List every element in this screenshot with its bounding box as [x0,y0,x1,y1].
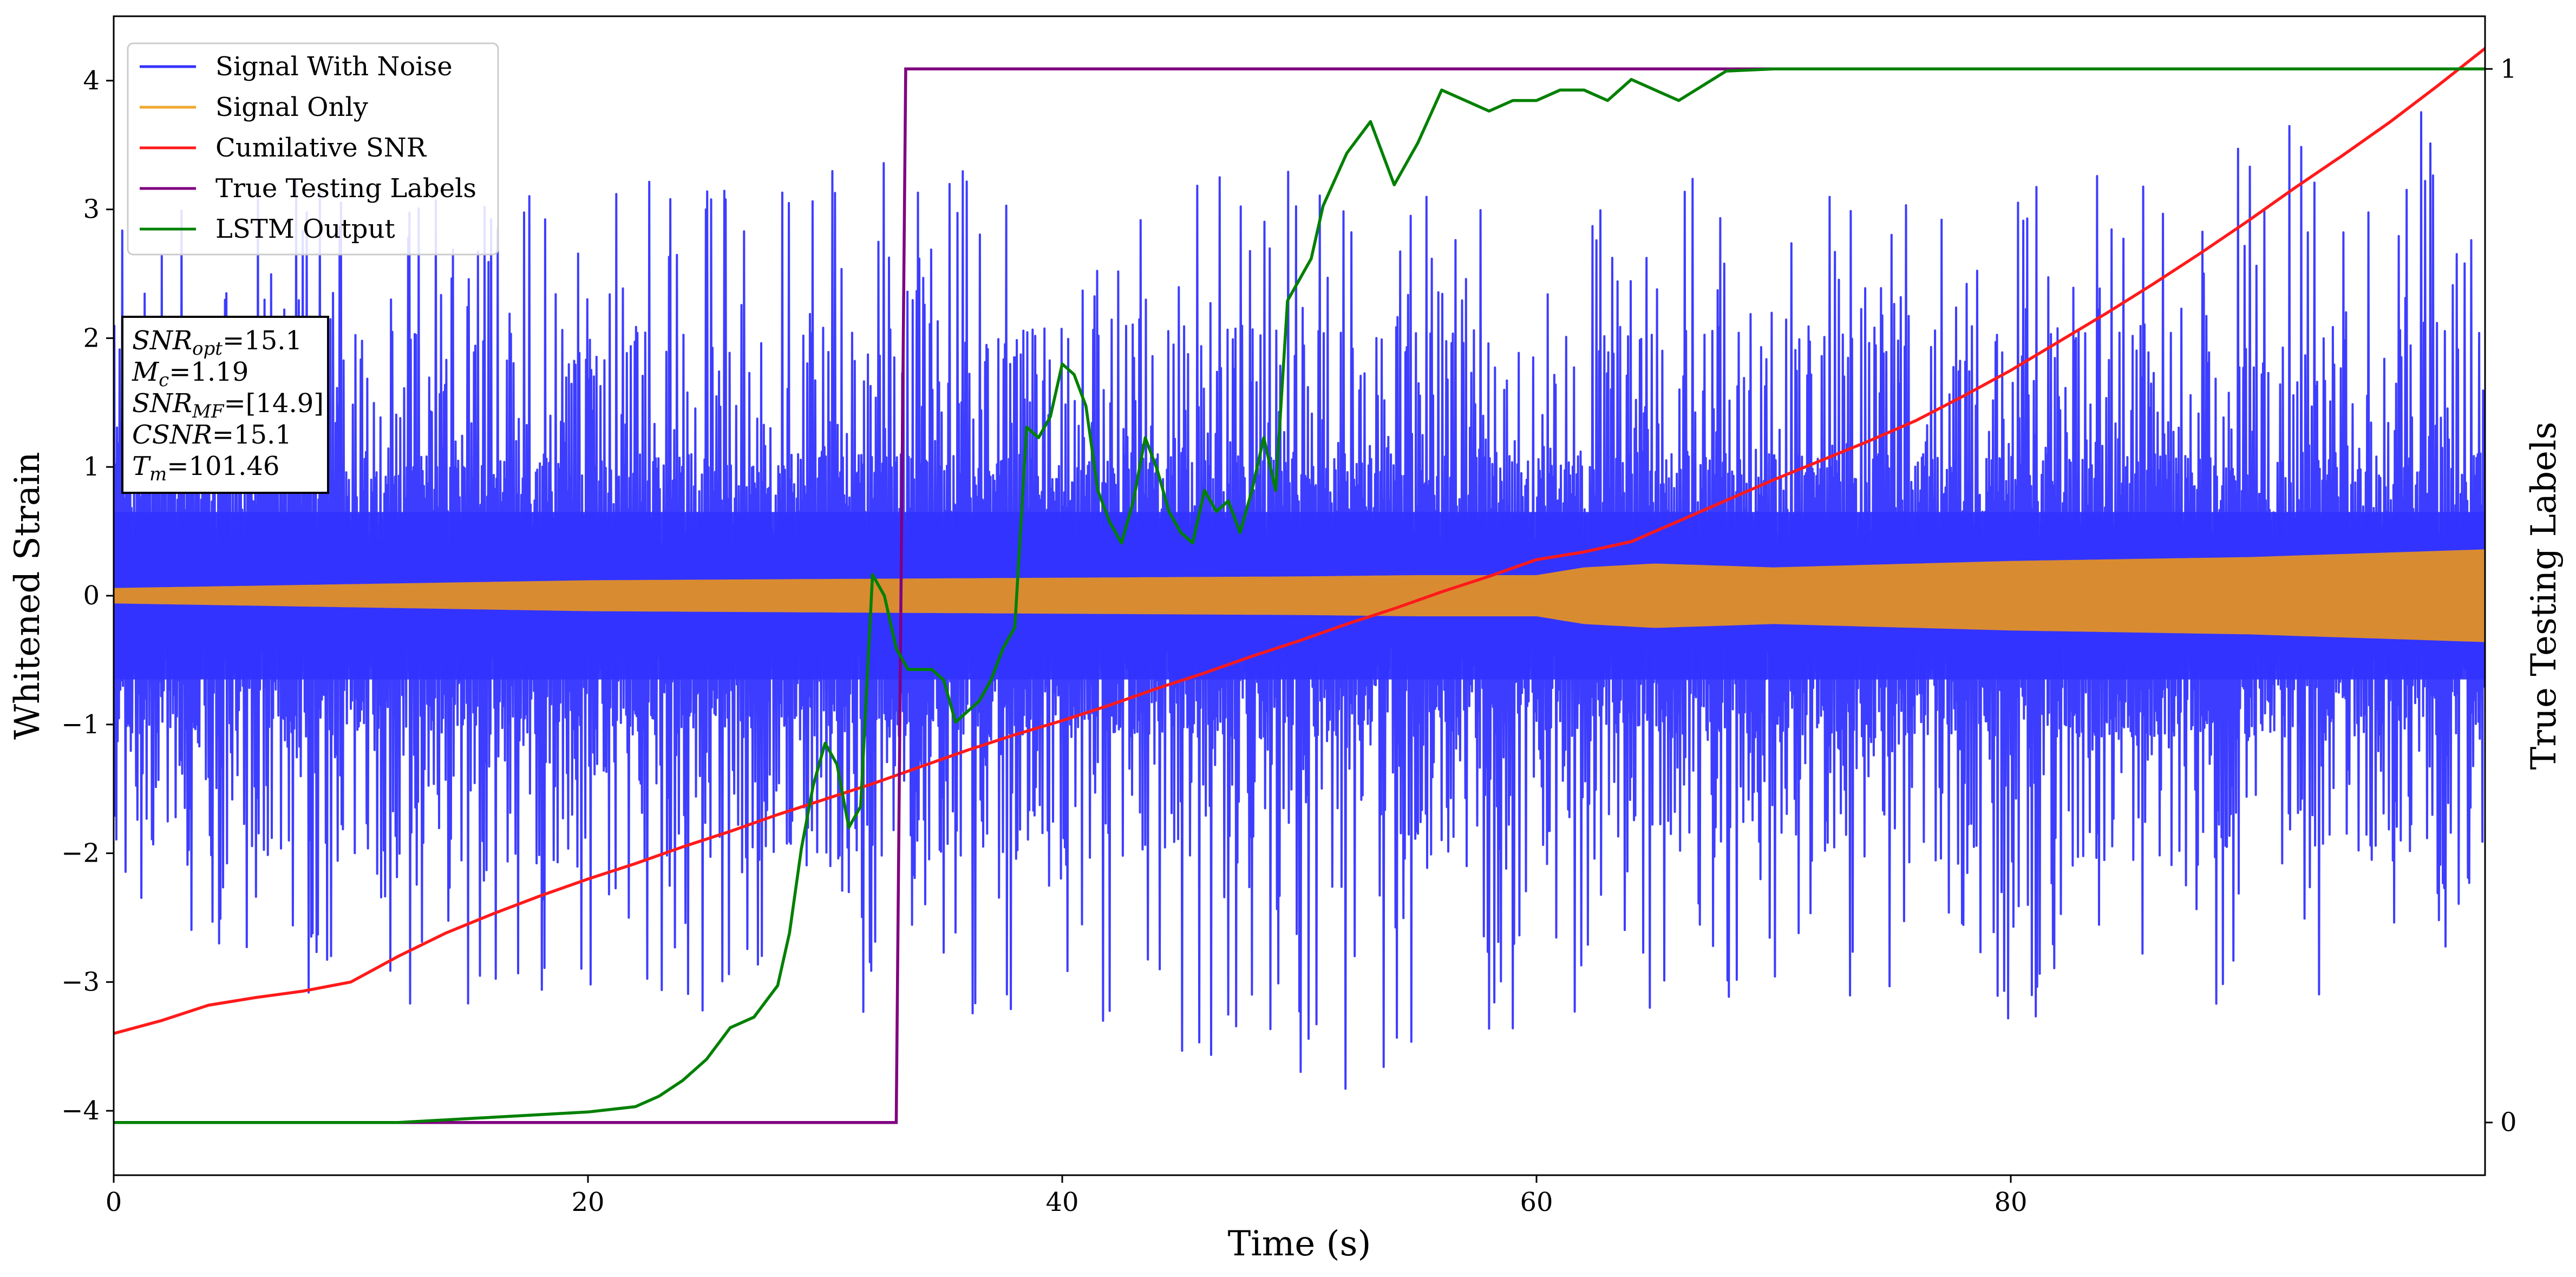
x-tick-label: 20 [571,1187,604,1217]
annotation-line: Mc=1.19 [132,357,249,391]
x-axis-label: Time (s) [1228,1224,1371,1264]
y2-axis-label: True Testing Labels [2524,422,2564,770]
legend-label: Cumilative SNR [215,133,427,163]
signal-only-band [114,549,2485,642]
legend-label: LSTM Output [215,214,395,244]
plot-area [114,47,2485,1124]
legend: Signal With Noise Signal Only Cumilative S… [127,42,499,256]
y-tick-label: 2 [83,323,100,353]
x-tick-label: 60 [1520,1187,1553,1217]
y-tick-label: −1 [61,709,100,740]
y-axis-label: Whitened Strain [8,452,48,739]
annotation-variable: SNR [132,325,192,356]
lstm-output-line [114,67,2485,1124]
x-tick-label: 80 [1994,1187,2027,1217]
y-tick-label: 3 [83,194,100,225]
annotation-value: =101.46 [167,451,279,481]
x-tick-label: 40 [1045,1187,1078,1217]
cumilative-snr-line [114,47,2485,1035]
signal-with-noise-line [114,111,2485,1090]
y-tick-label: −2 [61,838,100,869]
annotation-line: SNRMF=[14.9] [132,388,324,422]
annotation-line: CSNR=15.1 [132,420,292,450]
annotation-variable: T [132,451,151,481]
annotation-line: Tm=101.46 [132,451,279,485]
legend-label: True Testing Labels [215,173,476,204]
annotation-value: =[14.9] [224,388,324,419]
legend-label: Signal With Noise [215,51,453,82]
y-tick-label: 4 [83,66,100,96]
y2-tick-label: 0 [2500,1107,2517,1138]
x-tick-label: 0 [106,1187,122,1217]
annotation-variable: SNR [132,388,192,419]
legend-box [127,42,499,256]
y2-tick-label: 1 [2500,54,2517,84]
annotation-variable: CSNR [132,420,212,450]
annotation-value: =1.19 [169,357,249,387]
annotation-box [121,316,329,494]
annotation-subscript: MF [192,401,225,422]
y-tick-label: −3 [61,967,100,997]
y-tick-label: 1 [83,452,100,482]
legend-label: Signal Only [215,92,368,122]
annotation-subscript: m [149,464,167,485]
y-tick-label: 0 [83,581,100,611]
annotation-subscript: opt [192,338,223,360]
y-tick-label: −4 [61,1096,100,1126]
annotation-line: SNRopt=15.1 [132,325,302,360]
info-box: SNRopt=15.1Mc=1.19SNRMF=[14.9]CSNR=15.1T… [121,316,329,494]
annotation-value: =15.1 [223,325,302,356]
annotation-variable: M [132,357,160,387]
true-testing-labels-line [114,67,2485,1124]
annotation-subscript: c [159,369,169,391]
annotation-value: =15.1 [212,420,292,450]
